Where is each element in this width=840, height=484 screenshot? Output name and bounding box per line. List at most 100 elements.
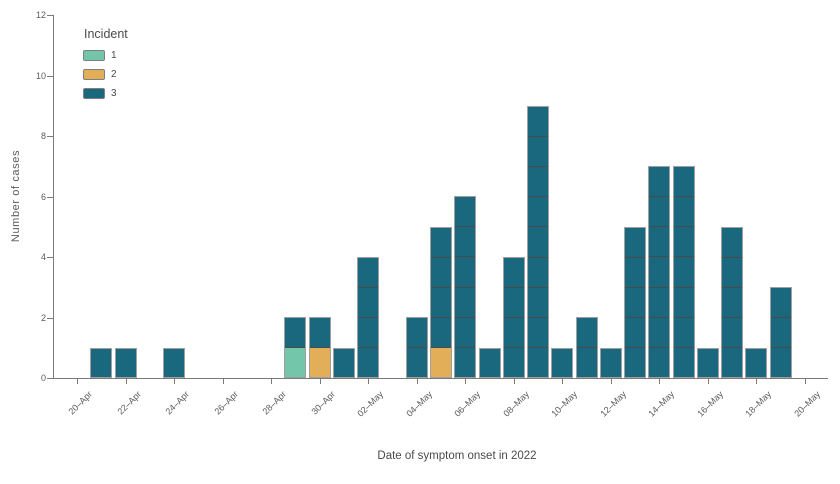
- case-square-incident-3: [552, 349, 572, 377]
- x-tick-label: 10–May: [549, 389, 580, 419]
- bar-05-May: [430, 227, 452, 378]
- case-square-incident-3: [528, 226, 548, 257]
- bar-30-Apr: [309, 317, 331, 378]
- case-square-incident-3: [698, 349, 718, 377]
- case-square-incident-3: [771, 288, 791, 317]
- y-tick-label: 4: [40, 252, 46, 262]
- x-tick-label: 14–May: [646, 389, 677, 419]
- case-square-incident-3: [455, 286, 475, 317]
- x-tick-label: 28–Apr: [260, 389, 289, 417]
- case-square-incident-3: [164, 349, 184, 377]
- bar-22-Apr: [115, 348, 137, 378]
- case-square-incident-3: [722, 228, 742, 257]
- bar-04-May: [406, 317, 428, 378]
- case-square-incident-3: [358, 347, 378, 377]
- case-square-incident-3: [455, 256, 475, 287]
- bar-19-May: [770, 287, 792, 378]
- x-axis-title: Date of symptom onset in 2022: [377, 450, 537, 462]
- case-square-incident-3: [504, 287, 524, 317]
- x-tick: [368, 379, 369, 384]
- case-square-incident-3: [431, 228, 451, 257]
- legend-entry-label: 2: [111, 69, 117, 80]
- y-tick-label: 6: [40, 192, 46, 202]
- y-tick: [47, 257, 53, 258]
- bar-18-May: [745, 348, 767, 378]
- bar-12-May: [600, 348, 622, 378]
- y-tick-label: 10: [35, 71, 46, 81]
- case-square-incident-1: [285, 347, 305, 377]
- case-square-incident-3: [455, 316, 475, 347]
- y-tick: [47, 136, 53, 137]
- case-square-incident-3: [528, 107, 548, 137]
- case-square-incident-3: [674, 167, 694, 197]
- case-square-incident-3: [504, 347, 524, 377]
- case-square-incident-3: [649, 256, 669, 287]
- case-square-incident-3: [528, 256, 548, 287]
- case-square-incident-3: [504, 317, 524, 347]
- case-square-incident-3: [528, 286, 548, 317]
- legend-entry-label: 3: [111, 88, 117, 99]
- case-square-incident-3: [649, 316, 669, 347]
- x-tick: [562, 379, 563, 384]
- case-square-incident-3: [455, 346, 475, 378]
- legend-entry: 2: [83, 69, 128, 80]
- case-square-incident-3: [480, 349, 500, 377]
- y-tick: [47, 318, 53, 319]
- x-tick: [465, 379, 466, 384]
- bar-02-May: [357, 257, 379, 378]
- case-square-incident-3: [649, 226, 669, 257]
- x-tick-label: 06–May: [452, 389, 483, 419]
- x-tick: [756, 379, 757, 384]
- case-square-incident-3: [601, 349, 621, 377]
- case-square-incident-3: [528, 346, 548, 377]
- case-square-incident-3: [431, 257, 451, 287]
- bar-17-May: [721, 227, 743, 378]
- legend-swatch-incident-1: [83, 50, 105, 61]
- case-square-incident-3: [625, 257, 645, 287]
- bar-08-May: [503, 257, 525, 378]
- x-tick: [320, 379, 321, 384]
- bar-24-Apr: [163, 348, 185, 378]
- case-square-incident-3: [358, 258, 378, 287]
- legend-swatch-incident-3: [83, 88, 105, 99]
- bar-09-May: [527, 106, 549, 378]
- x-tick-label: 20–May: [792, 389, 823, 419]
- y-tick-label: 2: [40, 313, 46, 323]
- case-square-incident-3: [674, 316, 694, 347]
- case-square-incident-2: [310, 347, 330, 377]
- case-square-incident-3: [674, 346, 694, 377]
- x-tick-label: 16–May: [695, 389, 726, 419]
- case-square-incident-3: [722, 287, 742, 317]
- x-tick-label: 26–Apr: [212, 389, 241, 417]
- case-square-incident-3: [771, 347, 791, 377]
- y-tick-label: 8: [40, 131, 46, 141]
- x-tick: [174, 379, 175, 384]
- x-tick-label: 12–May: [598, 389, 629, 419]
- y-axis-line: [53, 15, 54, 379]
- case-square-incident-3: [504, 258, 524, 287]
- case-square-incident-3: [649, 346, 669, 377]
- x-tick-label: 04–May: [404, 389, 435, 419]
- bar-14-May: [648, 166, 670, 378]
- case-square-incident-3: [625, 287, 645, 317]
- legend-entry-label: 1: [111, 50, 117, 61]
- bar-07-May: [479, 348, 501, 378]
- case-square-incident-3: [431, 287, 451, 317]
- case-square-incident-3: [310, 318, 330, 347]
- case-square-incident-3: [674, 196, 694, 227]
- case-square-incident-3: [649, 196, 669, 227]
- x-tick: [659, 379, 660, 384]
- case-square-incident-3: [455, 226, 475, 257]
- case-square-incident-3: [674, 226, 694, 257]
- case-square-incident-3: [625, 317, 645, 347]
- case-square-incident-3: [625, 347, 645, 377]
- x-tick: [223, 379, 224, 384]
- x-tick-label: 24–Apr: [163, 389, 192, 417]
- y-tick: [47, 15, 53, 16]
- bar-21-Apr: [90, 348, 112, 378]
- bar-01-May: [333, 348, 355, 378]
- case-square-incident-3: [771, 317, 791, 347]
- y-tick-label: 0: [40, 373, 46, 383]
- case-square-incident-3: [577, 347, 597, 377]
- x-tick-label: 08–May: [501, 389, 532, 419]
